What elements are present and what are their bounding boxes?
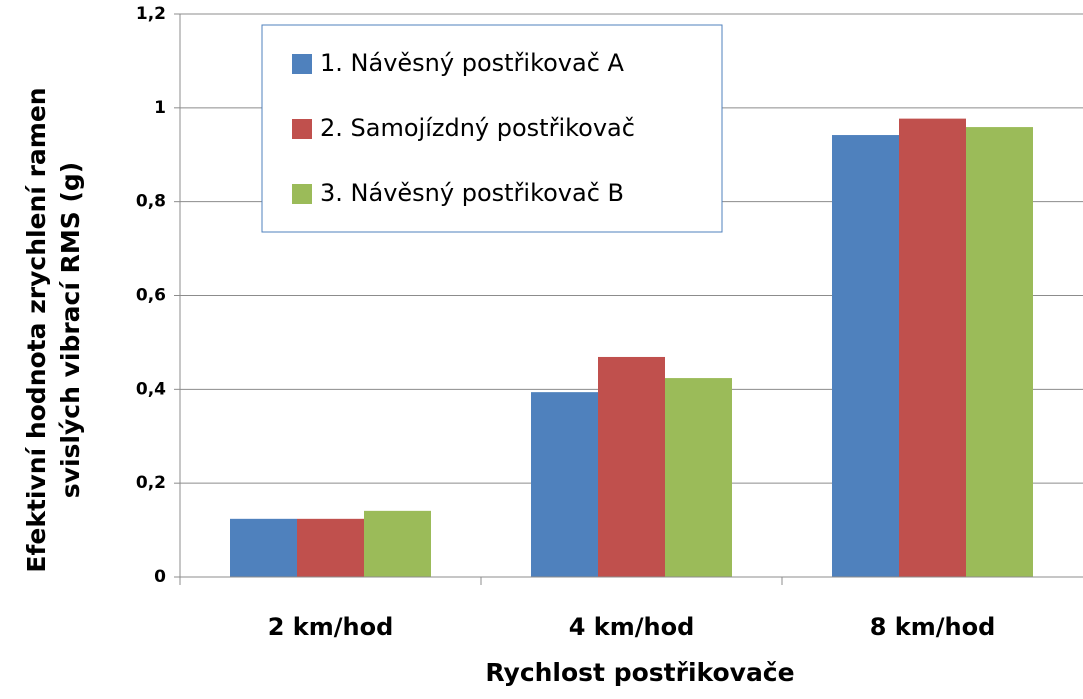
bar — [531, 392, 598, 577]
legend-swatch — [292, 184, 312, 204]
legend-swatch — [292, 119, 312, 139]
bar — [364, 510, 431, 577]
bar — [598, 356, 665, 577]
y-tick-label: 1 — [154, 98, 166, 118]
legend-box — [261, 24, 723, 233]
legend-label: 2. Samojízdný postřikovač — [320, 114, 635, 142]
y-tick-label: 0,8 — [136, 192, 166, 212]
legend-label: 1. Návěsný postřikovač A — [320, 49, 625, 77]
bar — [230, 518, 297, 577]
y-axis-label: svislých vibrací RMS (g) — [56, 162, 85, 498]
x-tick-label: 4 km/hod — [569, 613, 695, 641]
legend-label: 3. Návěsný postřikovač B — [320, 179, 624, 207]
bar — [899, 118, 966, 577]
bar — [297, 518, 364, 577]
bar — [966, 127, 1033, 578]
x-tick-label: 8 km/hod — [870, 613, 996, 641]
bar — [665, 378, 732, 577]
y-tick-label: 0,2 — [136, 473, 166, 493]
legend-swatch — [292, 54, 312, 74]
y-axis-label: Efektivní hodnota zrychlení ramen — [22, 87, 51, 572]
y-tick-label: 0,4 — [136, 379, 166, 399]
x-tick-label: 2 km/hod — [268, 613, 394, 641]
y-tick-label: 0,6 — [136, 286, 166, 306]
y-tick-label: 1,2 — [136, 4, 166, 24]
y-tick-label: 0 — [154, 567, 166, 587]
x-axis-label: Rychlost postřikovače — [485, 658, 794, 687]
bar — [832, 135, 899, 578]
